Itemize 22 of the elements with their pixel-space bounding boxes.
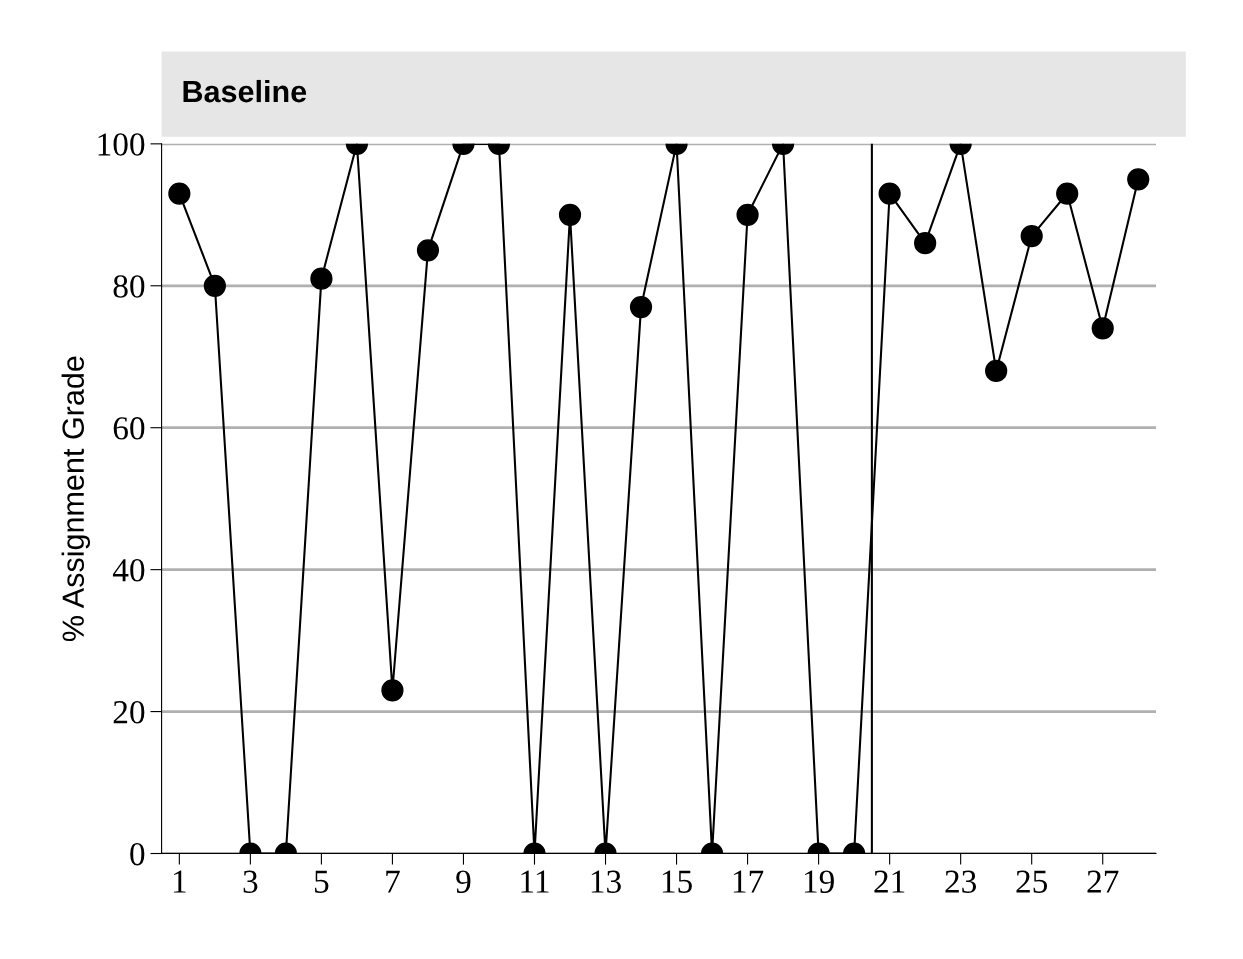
y-tick-label: 0 — [130, 842, 145, 866]
x-tick-label: 7 — [386, 870, 400, 893]
x-tick-label: 21 — [874, 870, 905, 893]
y-tick-label: 20 — [113, 700, 145, 724]
x-tick-label: 13 — [591, 870, 621, 893]
x-tick-label: 23 — [945, 870, 977, 893]
x-tick-label: 25 — [1016, 870, 1048, 893]
x-tick-label: 9 — [456, 870, 471, 893]
x-tick-label: 27 — [1087, 870, 1119, 893]
y-tick-label: 100 — [98, 133, 145, 156]
x-tick-label: 11 — [521, 870, 549, 893]
x-tick-label: 17 — [733, 870, 764, 893]
x-tick-label: 5 — [315, 870, 329, 893]
y-tick-label: 60 — [113, 417, 145, 440]
y-tick-label: 40 — [112, 559, 145, 582]
y-axis-title: % Assignment Grade — [61, 356, 91, 642]
y-tick-label: 80 — [113, 275, 145, 298]
x-tick-label: 3 — [243, 870, 258, 893]
x-tick-label: 19 — [804, 870, 834, 893]
x-tick-label: 15 — [662, 870, 692, 893]
x-tick-label: 1 — [173, 870, 186, 893]
text: Baseline — [183, 79, 307, 103]
